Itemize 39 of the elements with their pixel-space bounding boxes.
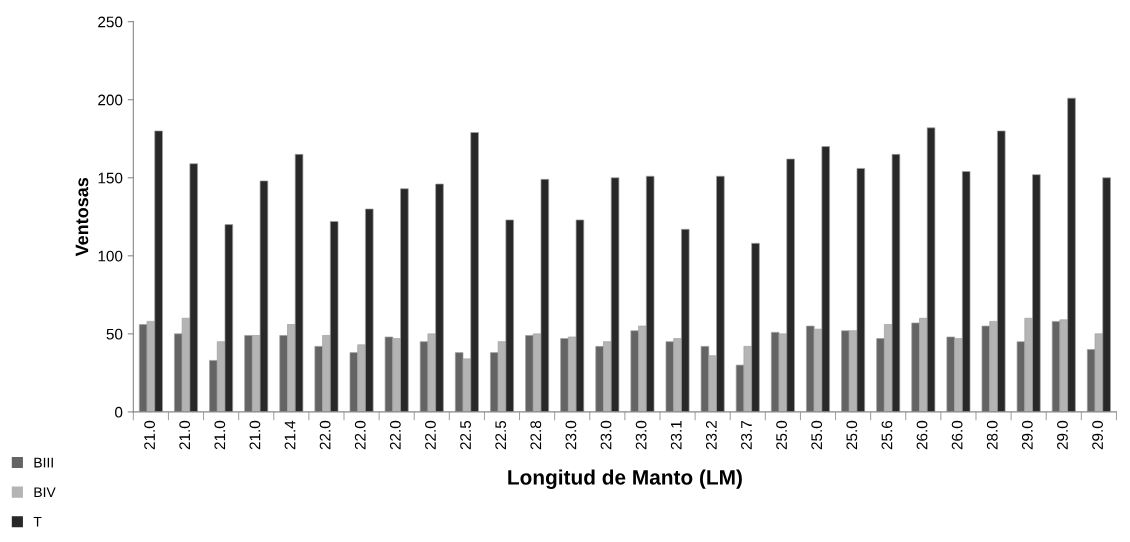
x-tick-label: 21.0: [214, 420, 226, 450]
x-tick-label: 25.0: [846, 420, 858, 450]
x-tick-label: 23.0: [565, 420, 577, 450]
legend-label: T: [33, 517, 42, 527]
x-tick-label: 28.0: [986, 420, 998, 450]
y-tick-label: 250: [98, 16, 123, 28]
legend-label: BIV: [34, 487, 56, 497]
x-tick-label: 23.7: [741, 421, 752, 450]
x-tick-label: 22.5: [495, 420, 507, 450]
x-tick-label: 22.0: [354, 420, 366, 450]
x-tick-label: 22.0: [319, 420, 331, 450]
y-tick-label: 200: [98, 94, 123, 106]
x-tick-label: 23.0: [635, 420, 647, 450]
x-tick-label: 29.0: [1021, 420, 1033, 450]
legend-label: BIII: [34, 457, 53, 468]
x-tick-label: 23.1: [670, 421, 682, 450]
x-tick-label: 22.0: [389, 420, 401, 450]
x-tick-label: 22.8: [530, 420, 542, 450]
y-tick-label: 0: [115, 406, 123, 418]
y-axis-title: Ventosas: [75, 177, 89, 257]
x-axis-title: Longitud de Manto (LM): [508, 469, 742, 489]
x-tick-label: 23.2: [705, 421, 717, 450]
x-tick-label: 25.0: [811, 420, 823, 450]
x-tick-label: 22.0: [425, 420, 436, 450]
x-tick-label: 25.0: [776, 420, 787, 450]
y-tick-label: 150: [98, 172, 123, 184]
x-tick-label: 29.0: [1057, 420, 1068, 450]
x-tick-label: 26.0: [916, 420, 928, 450]
x-tick-label: 21.0: [144, 420, 155, 450]
x-tick-label: 29.0: [1092, 420, 1103, 450]
x-tick-label: 26.0: [951, 420, 963, 450]
x-tick-label: 21.4: [284, 420, 296, 450]
y-tick-label: 100: [98, 250, 123, 262]
x-tick-label: 23.0: [600, 420, 612, 450]
x-tick-label: 21.0: [249, 420, 261, 450]
y-tick-label: 50: [106, 328, 123, 340]
x-tick-label: 25.6: [881, 420, 893, 450]
x-tick-label: 21.0: [179, 420, 191, 450]
x-tick-label: 22.5: [460, 420, 471, 450]
